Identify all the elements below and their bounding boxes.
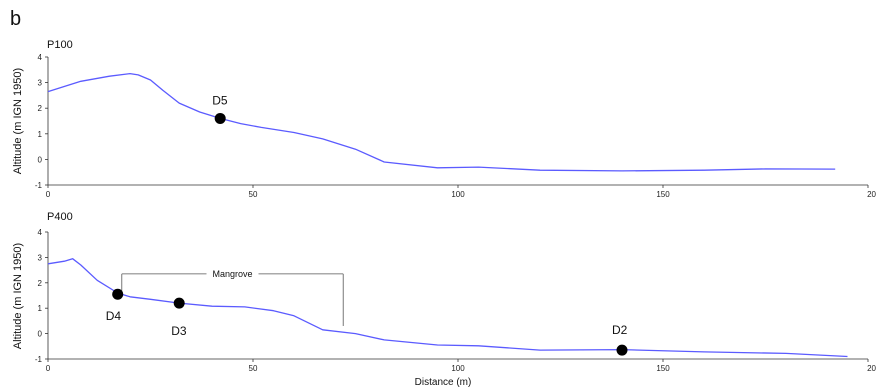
x-tick-label: 150 — [656, 190, 670, 199]
x-tick-label: 0 — [46, 190, 51, 199]
site-marker-d3 — [173, 297, 185, 309]
x-tick-label: 50 — [249, 190, 258, 199]
site-label-d3: D3 — [171, 324, 187, 338]
y-tick-label: 1 — [38, 130, 43, 139]
x-tick-label: 0 — [46, 364, 51, 373]
site-label-d4: D4 — [106, 309, 122, 323]
x-tick-label: 20 — [867, 190, 876, 199]
y-tick-label: 4 — [38, 228, 43, 237]
x-tick-label: 100 — [451, 190, 465, 199]
y-tick-label: 0 — [38, 330, 43, 339]
y-tick-label: 2 — [38, 279, 43, 288]
site-marker-d2 — [616, 344, 628, 356]
y-tick-label: -1 — [35, 355, 43, 364]
profile-line — [47, 72, 836, 172]
y-tick-label: 4 — [38, 53, 43, 62]
y-tick-label: 0 — [38, 155, 43, 164]
y-tick-label: 1 — [38, 304, 43, 313]
site-marker-d4 — [112, 288, 124, 300]
site-label-d5: D5 — [212, 93, 228, 107]
x-axis-label: Distance (m) — [415, 377, 472, 388]
mangrove-bracket: Mangrove — [121, 269, 344, 326]
x-tick-label: 100 — [451, 364, 465, 373]
site-marker-d5 — [214, 112, 226, 124]
panel-label: b — [10, 8, 21, 30]
x-tick-label: 20 — [867, 364, 876, 373]
mangrove-label: Mangrove — [212, 269, 252, 279]
site-label-d2: D2 — [612, 323, 628, 337]
y-tick-label: -1 — [35, 181, 43, 190]
y-tick-label: 3 — [38, 79, 43, 88]
y-axis-label: Altitude (m IGN 1950) — [12, 68, 24, 174]
profile-line — [47, 258, 848, 358]
panel-title: P100 — [47, 39, 73, 51]
y-tick-label: 2 — [38, 104, 43, 113]
x-tick-label: 150 — [656, 364, 670, 373]
x-tick-label: 50 — [249, 364, 258, 373]
panel-title: P400 — [47, 211, 73, 223]
y-axis-label: Altitude (m IGN 1950) — [12, 243, 24, 349]
y-tick-label: 3 — [38, 253, 43, 262]
